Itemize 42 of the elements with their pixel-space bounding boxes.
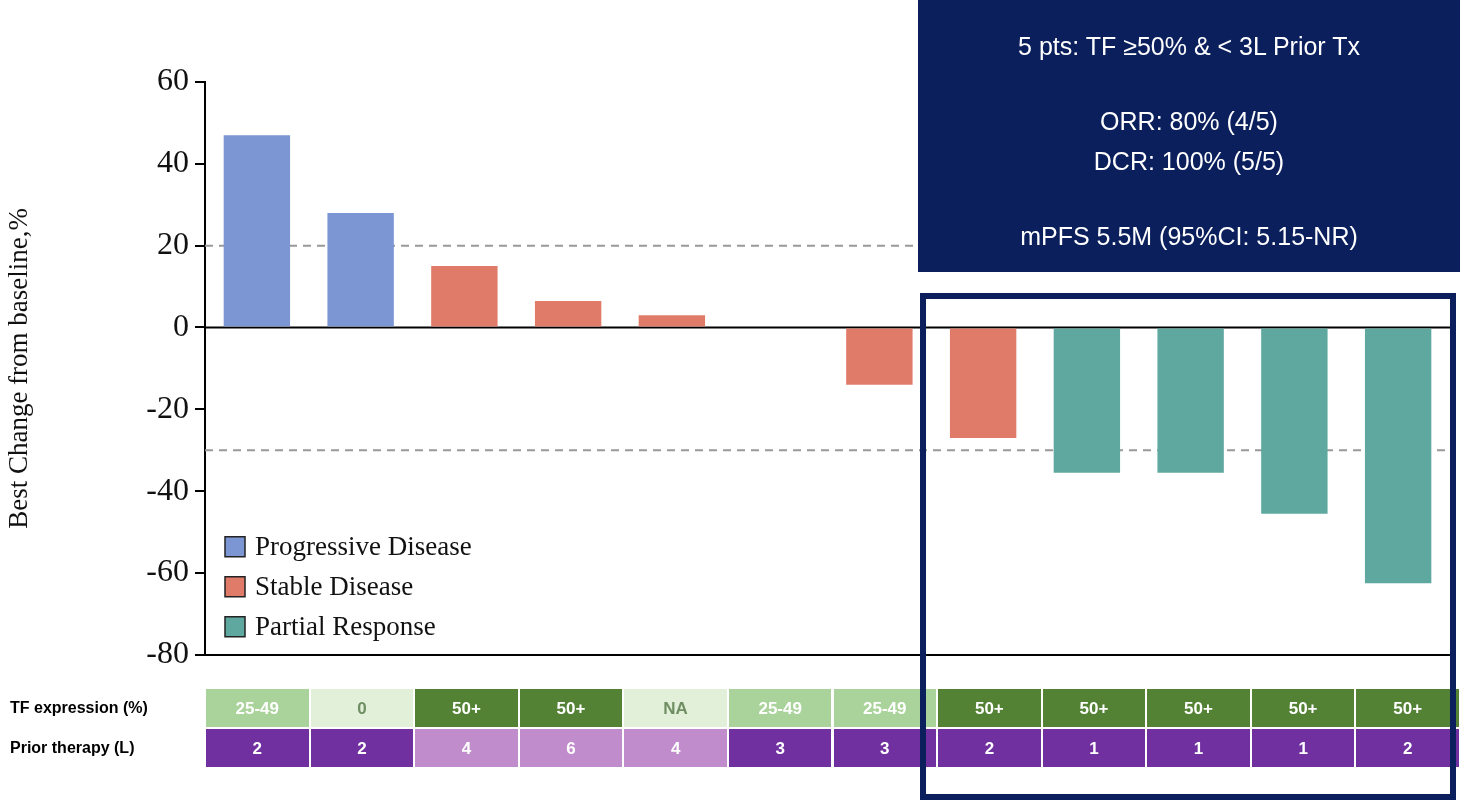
- text: 50+: [556, 699, 586, 718]
- text: 4: [461, 739, 472, 758]
- text: 2: [252, 739, 263, 758]
- text: 3: [880, 739, 890, 758]
- text: 1: [1193, 739, 1204, 758]
- text: 50+: [1079, 699, 1109, 718]
- y-tick-label: -20: [146, 388, 189, 425]
- y-tick-label: 0: [173, 306, 189, 343]
- annotation: DCR: 100% (5/5): [1092, 146, 1286, 177]
- text: 50+: [1288, 699, 1318, 718]
- y-tick-label: -40: [146, 470, 189, 507]
- y-tick-label: -60: [146, 552, 189, 589]
- text: 0: [357, 699, 367, 718]
- y-tick-label: 60: [157, 61, 189, 98]
- text: 4: [670, 739, 681, 758]
- category-label: TF expression (%): [10, 699, 148, 716]
- text: 1: [1089, 739, 1099, 758]
- text: 2: [984, 739, 995, 758]
- text: 50+: [452, 699, 481, 718]
- text: 6: [566, 739, 576, 758]
- y-tick-label: -80: [146, 634, 189, 671]
- y-tick-label: 40: [157, 143, 189, 180]
- text: 2: [1402, 739, 1413, 758]
- legend-label: Stable Disease: [255, 570, 414, 601]
- annotation: mPFS 5.5M (95%CI: 5.15-NR): [1019, 221, 1359, 252]
- category-label: Prior therapy (L): [10, 739, 135, 756]
- legend-label: Partial Response: [255, 610, 436, 641]
- annotation: ORR: 80% (4/5): [1099, 106, 1279, 137]
- text: 25-49: [863, 699, 907, 718]
- text: 50+: [1393, 699, 1423, 718]
- text: 25-49: [235, 699, 280, 718]
- text: NA: [663, 699, 688, 718]
- legend-label: Progressive Disease: [255, 530, 472, 561]
- y-axis-title: Best Change from baseline,%: [3, 207, 34, 529]
- text: 1: [1298, 739, 1308, 758]
- text: 50+: [1184, 699, 1213, 718]
- text: 2: [357, 739, 367, 758]
- text: 25-49: [758, 699, 802, 718]
- text: 3: [775, 739, 785, 758]
- info-card: 5 pts: TF ≥50% & < 3L Prior Tx ORR: 80% (4/5) DCR: 100% (5/5) mPFS 5.5M (95%CI: 5.15-NR): [918, 0, 1460, 272]
- y-tick-label: 20: [157, 225, 189, 262]
- text: 50+: [974, 699, 1004, 718]
